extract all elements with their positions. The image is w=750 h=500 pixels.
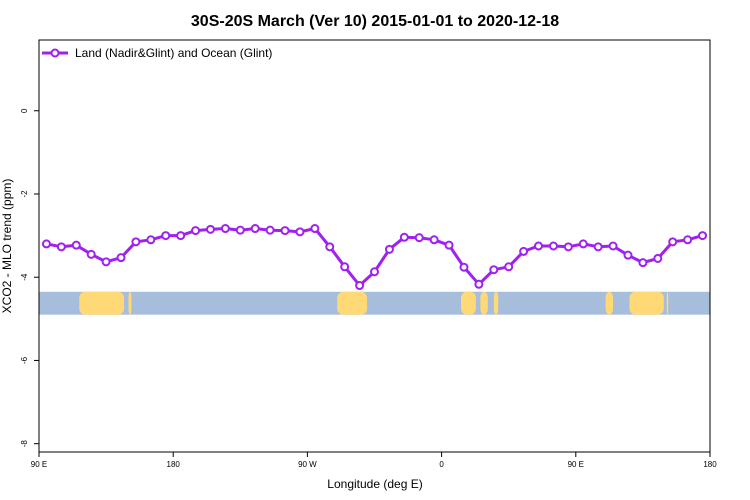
data-point — [504, 262, 514, 272]
plot-frame — [38, 39, 711, 453]
data-point — [578, 239, 588, 249]
data-point — [548, 241, 558, 251]
data-point — [698, 231, 708, 241]
x-tick-label: 90 E — [568, 460, 584, 469]
data-point — [474, 279, 484, 289]
y-tick-label: -4 — [20, 273, 29, 281]
data-point — [519, 246, 529, 256]
land-patch — [460, 291, 476, 315]
data-point — [399, 232, 409, 242]
data-point — [653, 253, 663, 263]
data-point — [683, 235, 693, 245]
legend-marker-swatch — [50, 48, 60, 58]
data-point — [325, 242, 335, 252]
data-point — [220, 224, 230, 234]
data-point — [414, 233, 424, 243]
data-point — [280, 226, 290, 236]
data-point — [638, 258, 648, 268]
data-point — [101, 257, 111, 267]
data-point — [146, 235, 156, 245]
data-point — [340, 262, 350, 272]
data-point — [71, 240, 81, 250]
data-point — [668, 237, 678, 247]
land-patch — [629, 291, 664, 315]
land-patch — [128, 291, 132, 315]
land-patch — [480, 291, 488, 315]
chart-title: 30S-20S March (Ver 10) 2015-01-01 to 202… — [191, 13, 559, 30]
data-point — [116, 253, 126, 263]
data-point — [161, 231, 171, 241]
data-point — [444, 240, 454, 250]
series-line — [46, 227, 703, 287]
data-point — [56, 242, 66, 252]
data-point — [370, 267, 379, 277]
data-point — [176, 231, 186, 241]
series-layer — [41, 224, 708, 291]
y-axis: 0 -2 -4 -6 -8 — [20, 108, 39, 447]
data-point — [265, 225, 275, 235]
data-point — [250, 224, 260, 234]
data-point — [295, 227, 305, 237]
land-patch — [79, 291, 124, 315]
data-point — [563, 242, 573, 252]
x-tick-label: 0 — [439, 460, 444, 469]
data-point — [41, 239, 51, 249]
data-point — [593, 242, 603, 252]
map-strip — [39, 291, 710, 315]
ocean-band — [39, 291, 710, 315]
data-point — [235, 225, 245, 235]
data-point — [608, 241, 618, 251]
x-axis-label: Longitude (deg E) — [327, 477, 422, 491]
data-point — [205, 224, 215, 234]
y-axis-label: XCO2 - MLO trend (ppm) — [0, 179, 14, 314]
land-patch — [666, 291, 669, 315]
y-tick-label: -2 — [20, 190, 29, 198]
y-tick-label: -6 — [20, 356, 29, 364]
x-axis: 90 E 180 90 W 0 90 E 180 — [31, 452, 717, 469]
y-tick-label: 0 — [20, 108, 29, 113]
data-point — [623, 250, 633, 260]
data-point — [429, 235, 439, 245]
data-point — [191, 226, 201, 236]
data-point — [131, 237, 141, 247]
legend-label: Land (Nadir&Glint) and Ocean (Glint) — [75, 46, 272, 60]
x-tick-label: 180 — [167, 460, 181, 469]
data-point — [459, 262, 469, 272]
x-tick-label: 90 W — [298, 460, 317, 469]
land-patch — [337, 291, 368, 315]
data-point — [310, 224, 320, 234]
x-tick-label: 90 E — [31, 460, 47, 469]
land-patch — [493, 291, 499, 315]
legend: Land (Nadir&Glint) and Ocean (Glint) — [42, 46, 272, 60]
data-point — [384, 244, 394, 254]
data-point — [534, 241, 544, 251]
x-tick-label: 180 — [703, 460, 717, 469]
data-point — [86, 249, 96, 259]
y-tick-label: -8 — [20, 440, 29, 448]
data-point — [355, 281, 365, 291]
land-patch — [605, 291, 614, 315]
data-point — [489, 265, 499, 275]
